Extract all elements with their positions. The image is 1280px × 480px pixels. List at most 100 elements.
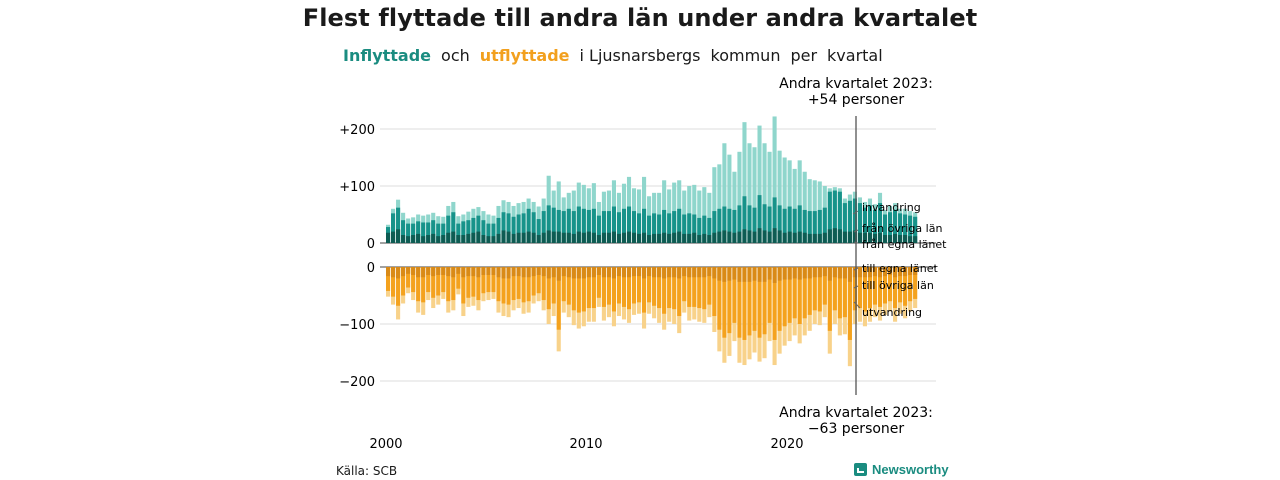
bar-in xyxy=(647,196,652,243)
source-text: Källa: SCB xyxy=(336,464,398,478)
bar-in-ovriga xyxy=(702,215,707,243)
newsworthy-logo[interactable]: Newsworthy xyxy=(854,462,949,477)
bar-in-ovriga xyxy=(466,220,471,243)
bar-out-ovriga xyxy=(546,267,551,310)
bar-in-egna xyxy=(506,231,511,243)
bar-out-egna xyxy=(426,267,431,275)
bar-in-egna xyxy=(561,232,566,243)
bar-in-egna xyxy=(913,236,918,243)
bar-out xyxy=(411,267,416,301)
bar-out-egna xyxy=(626,267,632,278)
bar-out xyxy=(857,267,862,322)
bar-in-egna xyxy=(822,232,827,243)
bar-in xyxy=(416,214,421,243)
bar-in-ovriga xyxy=(687,213,692,243)
bar-in xyxy=(451,201,456,243)
bar-in-ovriga xyxy=(396,207,401,243)
bar-out-egna xyxy=(416,267,421,278)
bar-out xyxy=(652,267,657,319)
bar-out xyxy=(511,267,516,311)
bar-out-egna xyxy=(431,267,436,277)
bar-in xyxy=(893,203,898,243)
bar-out-egna xyxy=(697,267,702,278)
bar-in xyxy=(642,176,647,243)
bar-in xyxy=(481,211,486,243)
bar-out-egna xyxy=(888,267,893,275)
bar-in-ovriga xyxy=(707,217,712,243)
bar-out xyxy=(852,267,857,324)
bar-in xyxy=(446,205,451,243)
bar-in xyxy=(707,192,712,243)
bar-in-ovriga xyxy=(717,208,722,243)
bar-in-ovriga xyxy=(657,214,662,243)
bar-out-egna xyxy=(436,267,441,275)
bar-in xyxy=(732,171,737,243)
bar-out-ovriga xyxy=(601,267,606,307)
bar-in-egna xyxy=(767,231,772,243)
bar-in-ovriga xyxy=(747,205,752,243)
bar-out xyxy=(516,267,521,309)
bar-out xyxy=(847,267,852,367)
bar-out-ovriga xyxy=(411,267,416,293)
bar-out-egna xyxy=(576,267,581,279)
bar-out-egna xyxy=(506,267,511,279)
bar-in xyxy=(752,147,757,243)
bar-out xyxy=(767,267,772,342)
bar-out-ovriga xyxy=(416,267,421,302)
bar-in-egna xyxy=(637,233,642,243)
bar-in-ovriga xyxy=(797,205,802,243)
bar-out-egna xyxy=(672,267,677,278)
bar-out-ovriga xyxy=(581,267,586,312)
bar-in-egna xyxy=(842,231,847,243)
bar-in-egna xyxy=(426,235,431,243)
bar-out-ovriga xyxy=(642,267,647,313)
bar-in-ovriga xyxy=(426,222,431,243)
bar-in-ovriga xyxy=(837,191,842,243)
bar-in-ovriga xyxy=(571,211,576,243)
bar-in xyxy=(727,154,732,243)
gridlines xyxy=(380,128,936,382)
bar-out-ovriga xyxy=(767,267,772,323)
bar-out xyxy=(591,267,596,322)
bar-in-egna xyxy=(581,232,586,243)
bar-out xyxy=(877,267,883,321)
bar-in-ovriga xyxy=(672,211,677,243)
bar-out xyxy=(797,267,802,344)
bar-in xyxy=(782,157,787,243)
bar-out-egna xyxy=(812,267,817,278)
bar-in-egna xyxy=(571,233,576,243)
bar-out-ovriga xyxy=(882,267,888,304)
bar-in-invandring xyxy=(762,143,767,243)
bar-in-ovriga xyxy=(777,205,782,243)
bar-in xyxy=(842,198,847,243)
bar-out-egna xyxy=(386,267,391,277)
bar-in xyxy=(621,183,627,243)
subtitle-rest-4: kvartal xyxy=(827,46,883,65)
subtitle-och: och xyxy=(441,46,470,65)
bar-in xyxy=(631,188,637,243)
bar-out-ovriga xyxy=(591,267,596,309)
bar-out xyxy=(837,267,842,336)
bar-in-egna xyxy=(857,232,862,243)
bar-out-ovriga xyxy=(496,267,501,302)
bar-out-ovriga xyxy=(391,267,396,297)
bar-in xyxy=(616,192,622,243)
bar-in-ovriga xyxy=(581,208,586,243)
bar-out xyxy=(697,267,702,322)
bar-out xyxy=(737,267,742,363)
bar-out-egna xyxy=(391,267,396,278)
bar-out xyxy=(531,267,536,304)
bar-out-egna xyxy=(461,267,466,278)
bar-in-egna xyxy=(812,233,817,243)
bar-in-ovriga xyxy=(516,214,521,243)
bar-out-ovriga xyxy=(827,267,832,331)
bar-in-ovriga xyxy=(692,214,697,243)
bar-in xyxy=(822,186,827,243)
bar-out-ovriga xyxy=(682,267,687,302)
bar-out-egna xyxy=(466,267,471,277)
bar-out xyxy=(546,267,551,324)
bar-in-egna xyxy=(687,233,692,243)
bar-out xyxy=(526,267,531,313)
bar-in-ovriga xyxy=(416,221,421,243)
bar-in xyxy=(712,167,717,243)
